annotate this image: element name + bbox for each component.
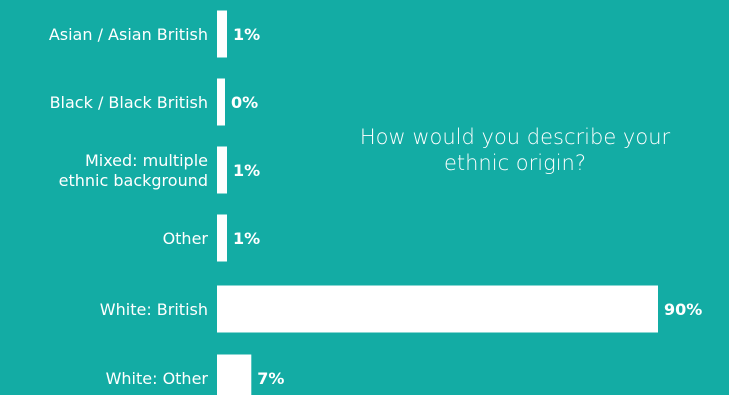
bar-asian-asian-british xyxy=(217,10,227,58)
value-label-white-british: 90% xyxy=(664,300,702,319)
bar-other xyxy=(217,214,227,262)
category-label-black-black-british: Black / Black British xyxy=(50,93,208,112)
value-label-black-black-british: 0% xyxy=(231,93,258,112)
category-label-white-british: White: British xyxy=(100,300,208,319)
value-label-other: 1% xyxy=(233,229,260,248)
category-label-other: Other xyxy=(163,229,209,248)
category-label-white-other: White: Other xyxy=(106,369,209,388)
bar-white-british xyxy=(217,285,658,333)
category-label-asian-asian-british: Asian / Asian British xyxy=(49,25,208,44)
chart-title: How would you describe your ethnic origi… xyxy=(359,125,671,175)
value-label-asian-asian-british: 1% xyxy=(233,25,260,44)
category-label-mixed-multiple-ethnic-background: Mixed: multiple ethnic background xyxy=(59,151,208,190)
bar-mixed-multiple-ethnic-background xyxy=(217,146,227,194)
value-label-white-other: 7% xyxy=(257,369,284,388)
bar-black-black-british xyxy=(217,78,225,126)
bar-white-other xyxy=(217,354,252,395)
value-label-mixed-multiple-ethnic-background: 1% xyxy=(233,161,260,180)
